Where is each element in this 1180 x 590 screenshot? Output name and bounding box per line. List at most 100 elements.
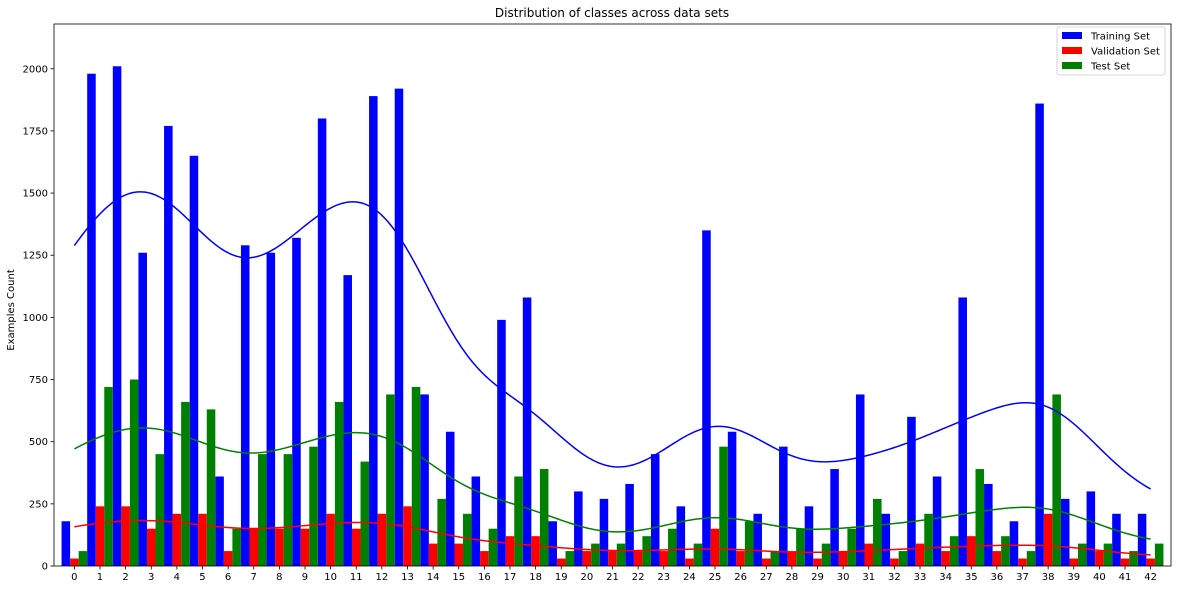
x-tick-label-5: 5 — [199, 572, 205, 583]
bar-test-set-5 — [206, 409, 216, 566]
bar-training-set-17 — [497, 319, 506, 566]
y-tick-label-1500: 1500 — [23, 189, 48, 200]
x-tick-label-35: 35 — [965, 572, 978, 583]
bar-test-set-25 — [719, 446, 728, 566]
bar-test-set-9 — [309, 446, 318, 566]
bar-test-set-2 — [129, 379, 139, 566]
bar-training-set-27 — [753, 513, 762, 566]
bar-validation-set-1 — [95, 506, 105, 566]
bar-test-set-23 — [668, 528, 677, 566]
bar-training-set-2 — [112, 66, 122, 567]
x-tick-label-40: 40 — [1093, 572, 1106, 583]
bar-training-set-8 — [266, 252, 276, 567]
bar-validation-set-39 — [1069, 558, 1079, 566]
bar-training-set-41 — [1112, 513, 1121, 566]
bar-test-set-41 — [1129, 551, 1138, 566]
plot-area: 0 1 2 3 4 5 6 7 8 9 10 11 12 13 14 15 16 17 18 19 20 21 22 23 24… — [23, 23, 1172, 583]
chart-title: Distribution of classes across data sets — [495, 6, 729, 20]
bar-validation-set-27 — [761, 558, 771, 566]
bar-validation-set-2 — [121, 506, 130, 566]
bar-training-set-9 — [292, 237, 301, 566]
x-tick-label-14: 14 — [427, 572, 440, 583]
bar-training-set-3 — [138, 252, 147, 567]
bar-validation-set-5 — [198, 513, 207, 566]
bar-test-set-0 — [78, 551, 88, 566]
bar-validation-set-0 — [70, 558, 79, 566]
bar-validation-set-35 — [966, 536, 976, 566]
x-tick-label-7: 7 — [251, 572, 257, 583]
bar-test-set-38 — [1052, 394, 1061, 566]
x-tick-label-0: 0 — [71, 572, 77, 583]
bar-validation-set-21 — [608, 551, 617, 566]
bar-validation-set-15 — [454, 543, 464, 566]
bar-test-set-39 — [1078, 543, 1087, 566]
bar-test-set-30 — [847, 528, 856, 566]
bar-test-set-33 — [924, 513, 933, 566]
y-tick-label-1750: 1750 — [23, 126, 48, 137]
bar-training-set-11 — [343, 275, 352, 566]
bar-training-set-40 — [1086, 491, 1096, 566]
bar-validation-set-3 — [146, 528, 156, 566]
bar-validation-set-7 — [249, 528, 259, 566]
y-tick-label-0: 0 — [42, 562, 48, 573]
x-tick-label-30: 30 — [837, 572, 850, 583]
x-tick-label-25: 25 — [709, 572, 722, 583]
bar-test-set-17 — [514, 476, 523, 566]
bar-test-set-3 — [155, 454, 165, 566]
bar-test-set-32 — [898, 551, 908, 566]
x-tick-label-4: 4 — [174, 572, 180, 583]
bar-test-set-13 — [411, 386, 421, 566]
bar-validation-set-24 — [685, 558, 694, 566]
legend: Training Set Validation Set Test Set — [1056, 26, 1166, 76]
bar-test-set-35 — [975, 469, 985, 566]
x-tick-label-6: 6 — [225, 572, 231, 583]
x-tick-label-1: 1 — [97, 572, 103, 583]
legend-label-validation-set: Validation Set — [1091, 47, 1160, 58]
x-tick-label-37: 37 — [1016, 572, 1029, 583]
x-tick-label-42: 42 — [1144, 572, 1157, 583]
bar-training-set-38 — [1035, 103, 1044, 566]
bar-validation-set-16 — [480, 551, 489, 566]
bar-training-set-19 — [548, 521, 557, 566]
trend-line-validation-set — [74, 519, 1151, 556]
bar-validation-set-33 — [915, 543, 925, 566]
legend-label-training-set: Training Set — [1090, 32, 1150, 43]
y-tick-label-750: 750 — [29, 375, 48, 386]
bar-test-set-18 — [539, 469, 549, 566]
bar-training-set-36 — [984, 483, 993, 566]
bar-training-set-13 — [394, 88, 404, 566]
bar-test-set-24 — [693, 543, 703, 566]
bar-training-set-30 — [830, 469, 839, 566]
bar-training-set-7 — [240, 245, 250, 566]
bar-training-set-23 — [650, 454, 660, 566]
x-tick-label-36: 36 — [991, 572, 1004, 583]
x-tick-label-39: 39 — [1067, 572, 1080, 583]
bar-test-set-20 — [591, 543, 600, 566]
y-tick-label-1250: 1250 — [23, 251, 48, 262]
bar-validation-set-38 — [1043, 513, 1053, 566]
x-tick-label-20: 20 — [581, 572, 594, 583]
trend-line-training-set — [73, 191, 1151, 490]
x-tick-label-32: 32 — [888, 572, 901, 583]
bar-test-set-1 — [104, 386, 113, 566]
bar-training-set-37 — [1009, 521, 1019, 566]
bar-training-set-21 — [599, 498, 609, 566]
bar-training-set-26 — [727, 431, 737, 566]
bar-test-set-36 — [1001, 536, 1010, 566]
bar-training-set-28 — [779, 446, 788, 566]
x-tick-label-38: 38 — [1042, 572, 1055, 583]
bar-training-set-0 — [61, 521, 71, 566]
x-tick-label-2: 2 — [122, 572, 128, 583]
bar-training-set-31 — [855, 394, 865, 566]
bar-training-set-14 — [420, 394, 429, 566]
bar-validation-set-28 — [787, 551, 797, 566]
x-tick-label-23: 23 — [657, 572, 670, 583]
x-tick-label-11: 11 — [350, 572, 363, 583]
bar-test-set-21 — [616, 543, 626, 566]
bar-test-set-12 — [386, 394, 395, 566]
x-tick-label-31: 31 — [862, 572, 875, 583]
x-tick-label-10: 10 — [324, 572, 337, 583]
bar-validation-set-12 — [377, 513, 387, 566]
bar-training-set-42 — [1137, 513, 1147, 566]
